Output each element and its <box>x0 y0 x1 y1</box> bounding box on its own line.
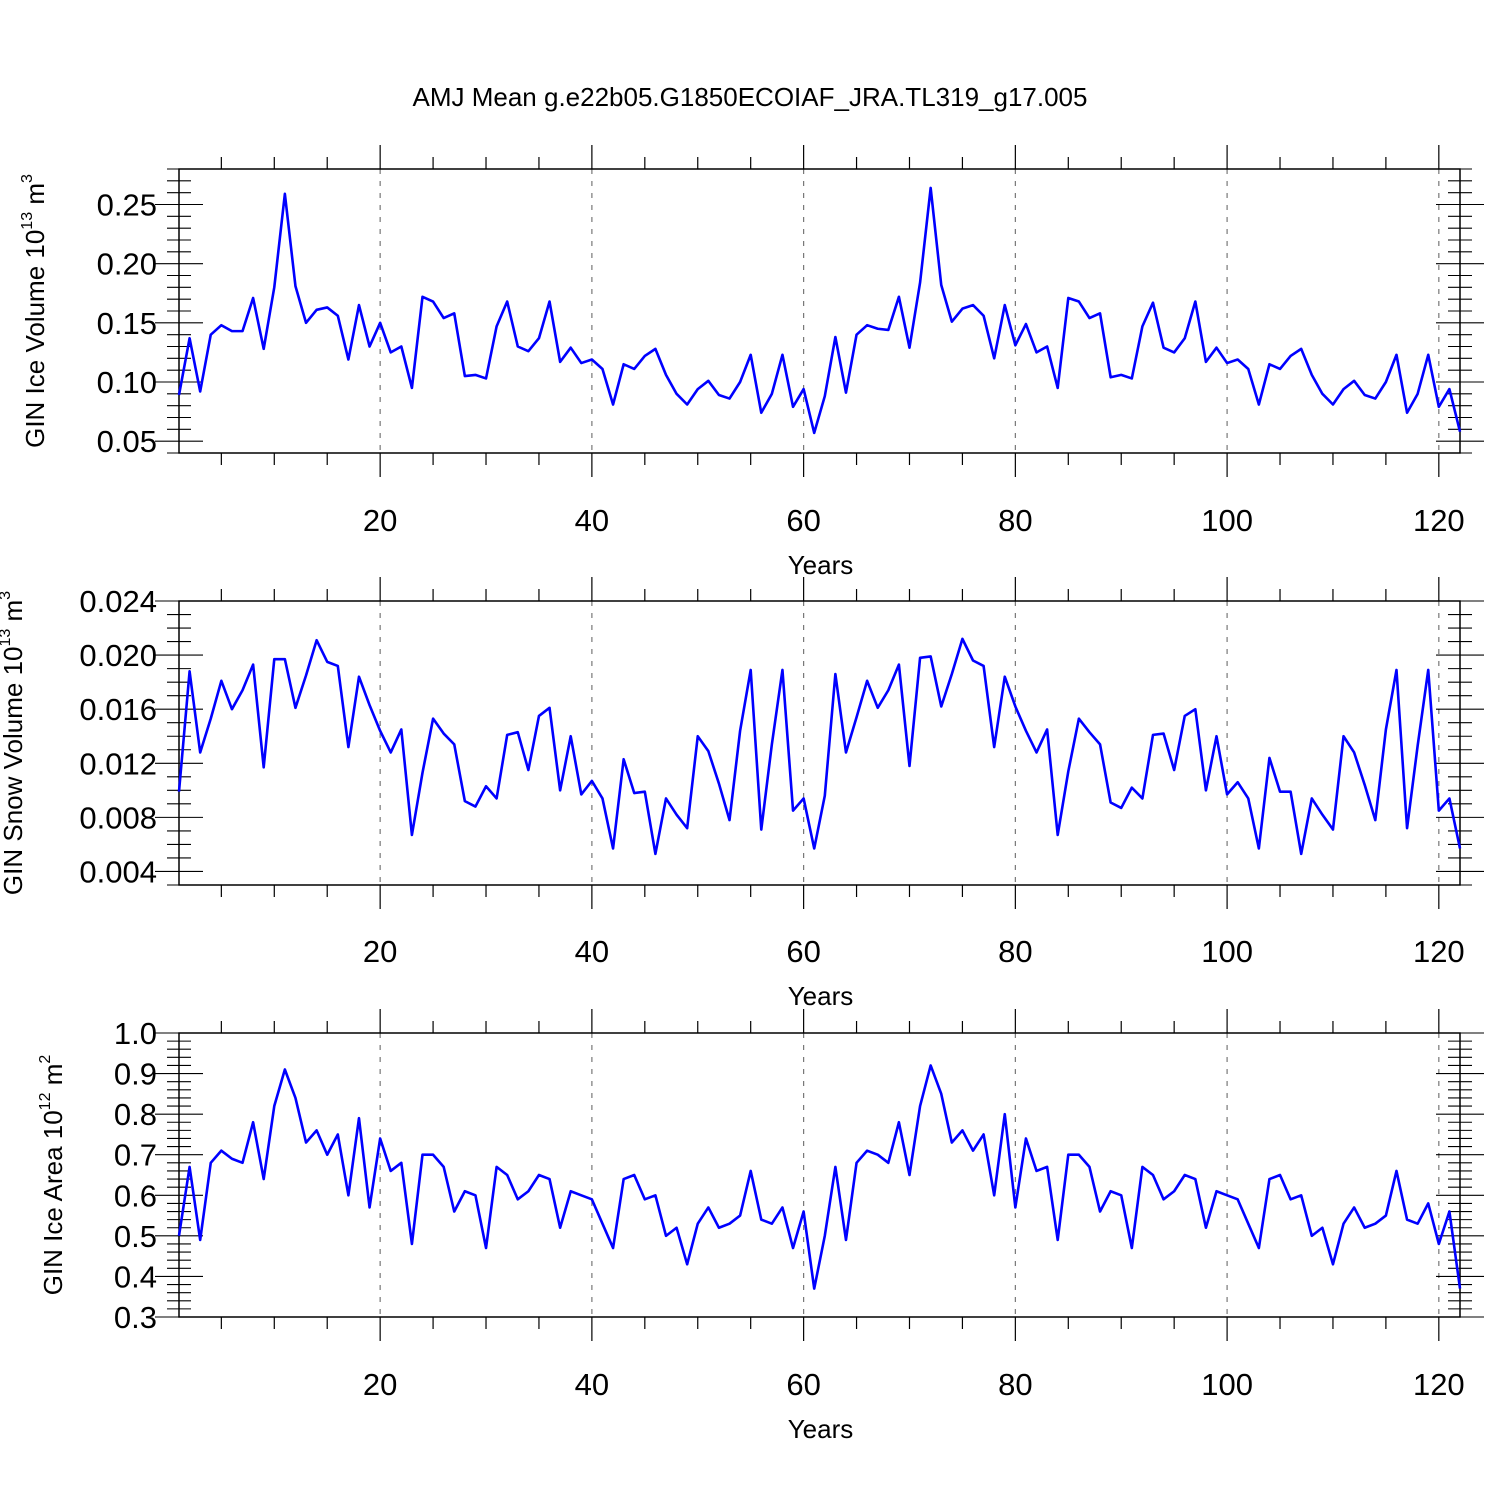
y-tick-label: 0.8 <box>114 1097 157 1132</box>
x-tick-label: 20 <box>363 934 397 969</box>
y-tick-label: 0.012 <box>79 746 157 781</box>
figure-title: AMJ Mean g.e22b05.G1850ECOIAF_JRA.TL319_… <box>413 82 1088 112</box>
x-tick-label: 60 <box>786 1367 820 1402</box>
y-tick-label: 1.0 <box>114 1016 157 1051</box>
x-tick-label: 40 <box>575 1367 609 1402</box>
y-tick-label: 0.020 <box>79 638 157 673</box>
y-axis-title: GIN Ice Volume 1013 m3 <box>19 174 50 448</box>
chart-panel-1: 20 40 60 80 100 120 0.05 0.10 0.15 0.20 0.25 Years G… <box>19 145 1484 580</box>
panels-group: 20 40 60 80 100 120 0.05 0.10 0.15 0.20 0.25 Years G… <box>0 145 1484 1444</box>
chart-panel-2: 20 40 60 80 100 120 0.004 0.008 0.012 0.016 0.020 0… <box>0 577 1484 1011</box>
y-axis-title-unit: m <box>38 1064 68 1093</box>
y-axis-title-unit-exponent: 3 <box>19 174 36 183</box>
x-tick-label: 80 <box>998 503 1032 538</box>
x-tick-label: 20 <box>363 503 397 538</box>
y-axis-title-text: GIN Snow Volume 10 <box>0 647 28 896</box>
y-axis-title-unit: m <box>20 183 50 212</box>
series-line-1 <box>177 1064 1462 1290</box>
x-tick-label: 100 <box>1201 934 1253 969</box>
y-axis-title-text: GIN Ice Volume 10 <box>20 230 50 448</box>
x-axis-title: Years <box>788 550 854 580</box>
y-tick-label: 0.7 <box>114 1138 157 1173</box>
y-tick-label: 0.6 <box>114 1178 157 1213</box>
y-tick-label: 0.004 <box>79 854 157 889</box>
y-axis-title-text: GIN Ice Area 10 <box>38 1110 68 1295</box>
x-tick-label: 80 <box>998 934 1032 969</box>
y-tick-label: 0.5 <box>114 1219 157 1254</box>
x-axis-title: Years <box>788 981 854 1011</box>
y-tick-label: 0.016 <box>79 692 157 727</box>
y-tick-label: 0.25 <box>97 188 157 223</box>
x-tick-label: 20 <box>363 1367 397 1402</box>
x-tick-label: 120 <box>1413 503 1465 538</box>
y-tick-label: 0.9 <box>114 1057 157 1092</box>
y-axis-title: GIN Ice Area 1012 m2 <box>37 1055 68 1296</box>
y-tick-label: 0.3 <box>114 1300 157 1335</box>
y-tick-label: 0.20 <box>97 247 157 282</box>
plot-frame <box>178 600 1461 886</box>
y-axis-title-exponent: 13 <box>19 212 36 230</box>
series-line-1 <box>177 637 1462 856</box>
series-line-1 <box>177 186 1462 435</box>
y-tick-label: 0.10 <box>97 365 157 400</box>
y-tick-label: 0.4 <box>114 1259 157 1294</box>
chart-panel-3: 20 40 60 80 100 120 0.3 0.4 0.5 0.6 0.7 0.8 0.9 1.0 Ye… <box>37 1009 1484 1444</box>
y-tick-label: 0.008 <box>79 800 157 835</box>
x-tick-label: 60 <box>786 503 820 538</box>
x-tick-label: 60 <box>786 934 820 969</box>
y-tick-label: 0.05 <box>97 424 157 459</box>
y-axis-title-exponent: 13 <box>0 629 14 647</box>
x-tick-label: 40 <box>575 503 609 538</box>
x-tick-label: 100 <box>1201 503 1253 538</box>
y-axis-title-exponent: 12 <box>37 1092 54 1110</box>
plot-frame <box>178 1032 1461 1318</box>
x-tick-label: 40 <box>575 934 609 969</box>
x-tick-label: 120 <box>1413 934 1465 969</box>
y-axis-title-unit-exponent: 2 <box>37 1055 54 1064</box>
y-axis-title: GIN Snow Volume 1013 m3 <box>0 591 28 895</box>
x-tick-label: 120 <box>1413 1367 1465 1402</box>
x-axis-title: Years <box>788 1414 854 1444</box>
y-tick-label: 0.024 <box>79 584 157 619</box>
x-tick-label: 100 <box>1201 1367 1253 1402</box>
y-axis-title-unit: m <box>0 600 28 629</box>
y-axis-title-unit-exponent: 3 <box>0 591 14 600</box>
y-tick-label: 0.15 <box>97 306 157 341</box>
x-tick-label: 80 <box>998 1367 1032 1402</box>
